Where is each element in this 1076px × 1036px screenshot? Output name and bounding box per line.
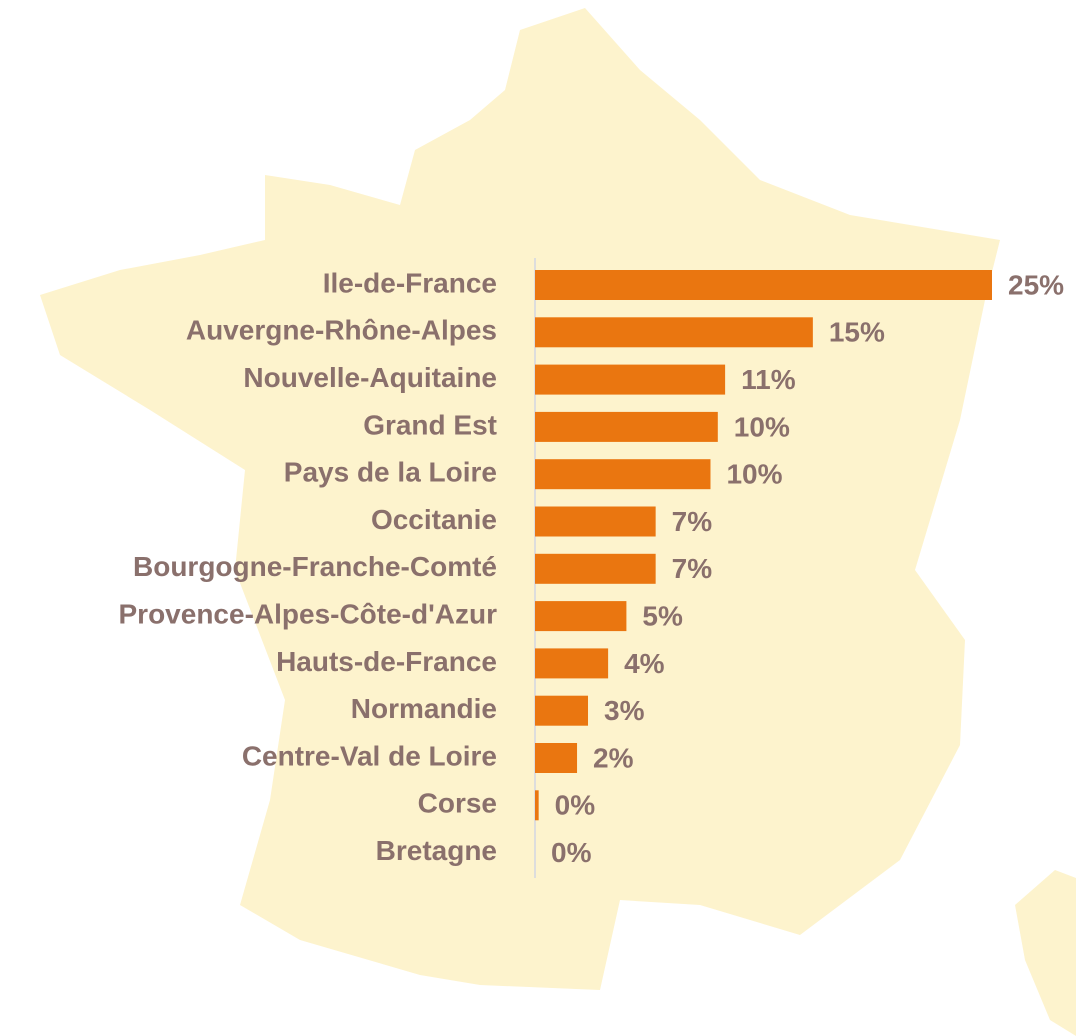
bar	[535, 411, 718, 442]
category-label: Pays de la Loire	[284, 457, 497, 488]
bar	[535, 601, 627, 632]
value-label: 7%	[672, 553, 713, 584]
category-label: Grand Est	[363, 409, 497, 440]
category-label: Nouvelle-Aquitaine	[243, 362, 497, 393]
category-label: Auvergne-Rhône-Alpes	[186, 315, 497, 346]
category-label: Centre-Val de Loire	[242, 740, 497, 771]
category-label: Normandie	[351, 693, 497, 724]
bar	[535, 459, 711, 490]
bar	[535, 553, 656, 584]
bar	[535, 648, 609, 679]
bar	[535, 695, 589, 726]
map-background	[40, 8, 1000, 990]
bar	[535, 317, 813, 348]
value-label: 2%	[593, 742, 634, 773]
bar	[535, 743, 578, 773]
category-label: Corse	[418, 788, 497, 819]
bar	[535, 790, 539, 821]
value-label: 7%	[672, 506, 713, 537]
value-label: 5%	[642, 600, 683, 631]
value-label: 4%	[624, 648, 665, 679]
value-label: 0%	[555, 790, 596, 821]
category-label: Bretagne	[376, 835, 497, 866]
value-label: 11%	[741, 364, 796, 395]
bar	[535, 364, 726, 395]
category-label: Ile-de-France	[323, 267, 497, 298]
category-label: Bourgogne-Franche-Comté	[133, 551, 497, 582]
category-label: Hauts-de-France	[276, 646, 497, 677]
value-label: 3%	[604, 695, 645, 726]
category-label: Provence-Alpes-Côte-d'Azur	[119, 598, 498, 629]
value-label: 10%	[734, 411, 790, 442]
value-label: 10%	[726, 459, 782, 490]
bar	[535, 506, 656, 537]
value-label: 15%	[829, 317, 885, 348]
value-label: 0%	[551, 837, 592, 868]
bar	[535, 270, 992, 300]
category-label: Occitanie	[371, 504, 497, 535]
value-label: 25%	[1008, 269, 1064, 300]
corsica-background	[1015, 870, 1076, 1036]
